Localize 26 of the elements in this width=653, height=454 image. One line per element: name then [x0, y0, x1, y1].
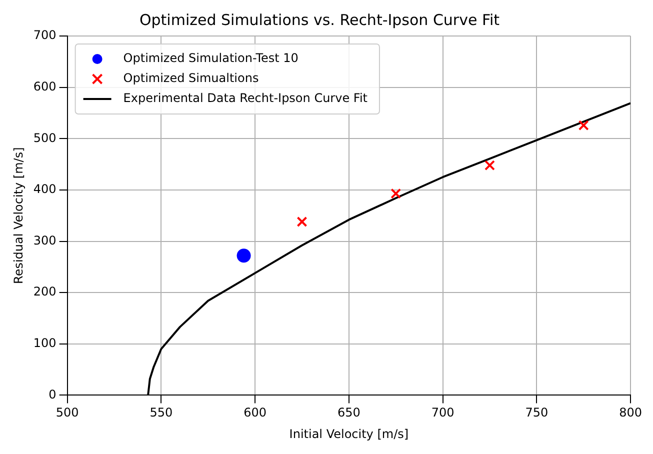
x-axis-title: Initial Velocity [m/s]	[289, 426, 409, 441]
x-tick-label: 750	[525, 406, 548, 420]
x-tick-label: 800	[619, 406, 642, 420]
point	[484, 160, 495, 171]
x-tick-label: 600	[244, 406, 267, 420]
legend-label: Experimental Data Recht-Ipson Curve Fit	[123, 91, 368, 106]
point	[296, 216, 308, 227]
y-tick-label: 0	[48, 387, 56, 402]
point	[578, 120, 589, 131]
point	[236, 248, 251, 263]
x-tick-label: 550	[150, 406, 173, 420]
y-tick-label: 500	[33, 130, 56, 145]
y-tick-label: 700	[33, 28, 56, 42]
y-tick-label: 600	[33, 79, 56, 94]
y-axis-title: Residual Velocity [m/s]	[11, 147, 26, 284]
chart-title: Optimized Simulations vs. Recht-Ipson Curve Fit	[139, 10, 500, 29]
y-tick-label: 100	[33, 336, 56, 350]
x-tick-label: 650	[337, 406, 360, 420]
point	[390, 188, 402, 199]
y-tick-label: 400	[33, 182, 56, 196]
legend-label: Optimized Simualtions	[123, 71, 259, 86]
y-tick-label: 200	[33, 284, 56, 299]
legend-label: Optimized Simulation-Test 10	[123, 51, 298, 66]
x-tick-label: 500	[56, 406, 79, 420]
y-tick-label: 300	[33, 233, 56, 248]
x-tick-label: 700	[431, 406, 454, 420]
